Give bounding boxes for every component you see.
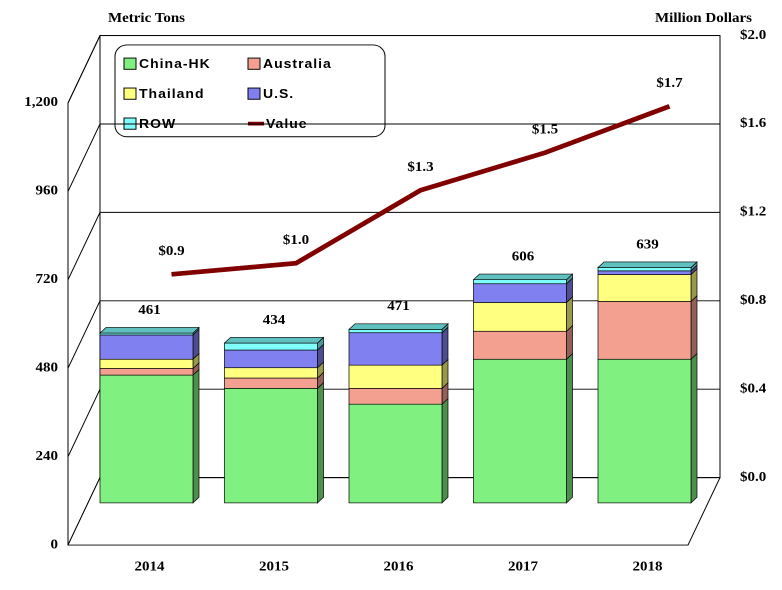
bar-segment (348, 388, 443, 405)
bar-side (690, 352, 698, 504)
bar-top (597, 261, 698, 268)
bar-segment (473, 279, 567, 285)
legend-label: Australia (263, 56, 332, 71)
bar-segment (597, 267, 692, 272)
y-tick-label: 720 (36, 271, 58, 286)
bar-top (223, 337, 325, 344)
grid-line (67, 35, 720, 104)
value-label: $1.0 (283, 232, 309, 247)
bar-segment (99, 374, 194, 504)
value-label: $1.7 (656, 75, 682, 90)
bar-side (441, 326, 449, 366)
total-label: 461 (138, 302, 160, 317)
x-tick-label: 2015 (259, 559, 289, 574)
bar-segment (473, 330, 567, 360)
bar-segment (99, 334, 194, 360)
total-label: 471 (387, 299, 409, 314)
y-axis-title: Metric Tons (108, 10, 185, 25)
y-tick-label: 0 (51, 537, 58, 552)
legend-swatch (247, 57, 261, 70)
bar-segment (224, 367, 318, 379)
total-label: 639 (636, 237, 658, 252)
value-line (171, 104, 671, 277)
y2-axis-title: Million Dollars (655, 10, 752, 25)
y-tick-label: 480 (36, 360, 58, 375)
bar-segment (224, 349, 318, 369)
bar-segment (348, 364, 443, 389)
bar-segment (224, 377, 318, 389)
bar-segment (348, 403, 443, 504)
bar-segment (597, 301, 692, 360)
y2-tick-label: $0.0 (740, 469, 766, 484)
x-tick-label: 2018 (633, 559, 663, 574)
legend-label: China-HK (139, 56, 211, 71)
legend-label: Thailand (139, 86, 204, 101)
y-tick-label: 1,200 (24, 95, 58, 110)
x-tick-label: 2016 (384, 559, 414, 574)
bar-side (317, 381, 324, 504)
bar-segment (99, 368, 194, 376)
legend-label: U.S. (263, 86, 294, 101)
x-tick-label: 2014 (135, 559, 165, 574)
grid-line (67, 211, 720, 281)
y2-tick-label: $1.6 (740, 116, 766, 131)
bar-segment (348, 329, 443, 334)
bar-top (472, 273, 574, 281)
grid-line (67, 123, 720, 192)
bar-segment (473, 358, 567, 504)
bar-side (441, 397, 449, 504)
value-label: $1.5 (532, 122, 558, 137)
bar-side (690, 295, 698, 361)
value-label: $1.3 (407, 159, 433, 174)
total-label: 606 (512, 249, 534, 264)
bar-top (99, 327, 200, 334)
legend-swatch (247, 87, 261, 100)
legend-swatch (123, 57, 137, 70)
bar-segment (348, 332, 443, 366)
value-label: $0.9 (158, 243, 184, 258)
bar-segment (597, 270, 692, 275)
bar-segment (597, 274, 692, 302)
bar-side (192, 368, 200, 504)
y2-tick-label: $0.4 (740, 381, 766, 396)
bar-segment (99, 358, 194, 369)
y-tick-label: 960 (36, 183, 58, 198)
bar-segment (473, 283, 567, 303)
y2-tick-label: $0.8 (740, 292, 766, 307)
bar-segment (224, 388, 318, 504)
bar-segment (473, 302, 567, 332)
bar-top (348, 323, 449, 330)
y2-tick-label: $1.2 (740, 204, 766, 219)
y-tick-label: 240 (36, 448, 58, 463)
bar-side (566, 352, 573, 504)
legend-swatch (123, 87, 137, 100)
bar-segment (597, 358, 692, 504)
y2-tick-label: $2.0 (740, 27, 766, 42)
left-wall (67, 35, 101, 546)
x-tick-label: 2017 (508, 559, 538, 574)
bar-segment (224, 342, 318, 351)
total-label: 434 (263, 312, 285, 327)
